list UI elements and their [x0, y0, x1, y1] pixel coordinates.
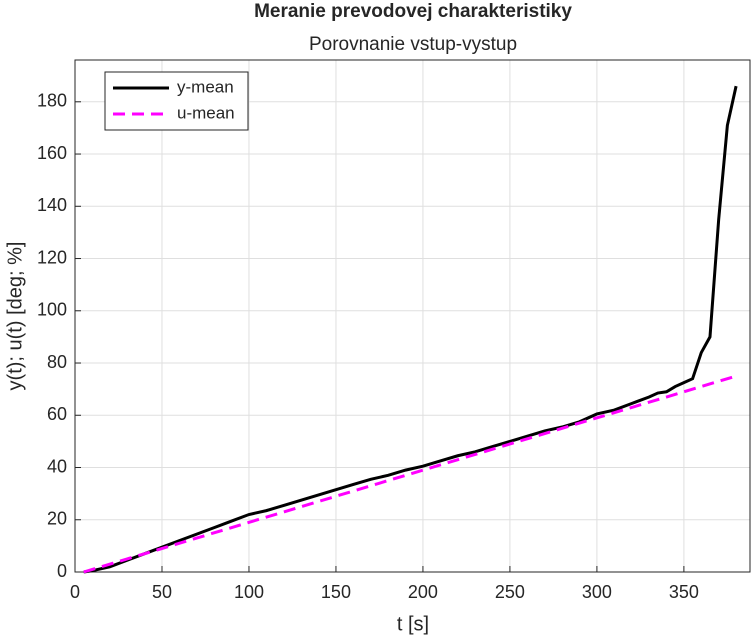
y-tick-label: 40 [47, 456, 67, 476]
y-tick-label: 140 [37, 195, 67, 215]
x-tick-label: 0 [70, 582, 80, 602]
y-tick-label: 120 [37, 247, 67, 267]
y-axis-label: y(t); u(t) [deg; %] [4, 242, 26, 391]
legend-label: y-mean [177, 77, 234, 96]
x-tick-label: 300 [582, 582, 612, 602]
legend: y-mean u-mean [104, 71, 249, 131]
x-tick-label: 200 [408, 582, 438, 602]
chart-subtitle: Porovnanie vstup-vystup [309, 34, 517, 55]
y-tick-label: 0 [57, 561, 67, 581]
data-line [83, 85, 738, 574]
x-tick-label: 350 [669, 582, 699, 602]
plot-frame [74, 59, 751, 573]
x-tick-label: 100 [234, 582, 264, 602]
y-tick-label: 160 [37, 143, 67, 163]
y-tick-label: 20 [47, 509, 67, 529]
x-tick-label: 150 [321, 582, 351, 602]
y-tick-label: 100 [37, 300, 67, 320]
legend-box [104, 71, 249, 131]
x-axis-label: t [s] [397, 613, 429, 635]
y-tick-label: 60 [47, 404, 67, 424]
y-tick-label: 180 [37, 91, 67, 111]
chart-title: Meranie prevodovej charakteristiky [254, 1, 572, 22]
y-tick-label: 80 [47, 352, 67, 372]
x-tick-label: 50 [152, 582, 172, 602]
legend-label: u-mean [177, 103, 235, 122]
x-tick-label: 250 [495, 582, 525, 602]
